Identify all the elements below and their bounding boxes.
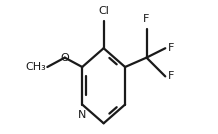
Text: F: F (168, 71, 174, 81)
Text: N: N (78, 110, 86, 120)
Text: CH₃: CH₃ (25, 62, 46, 72)
Text: Cl: Cl (98, 6, 109, 16)
Text: F: F (143, 14, 150, 24)
Text: F: F (168, 43, 174, 53)
Text: O: O (60, 53, 69, 63)
